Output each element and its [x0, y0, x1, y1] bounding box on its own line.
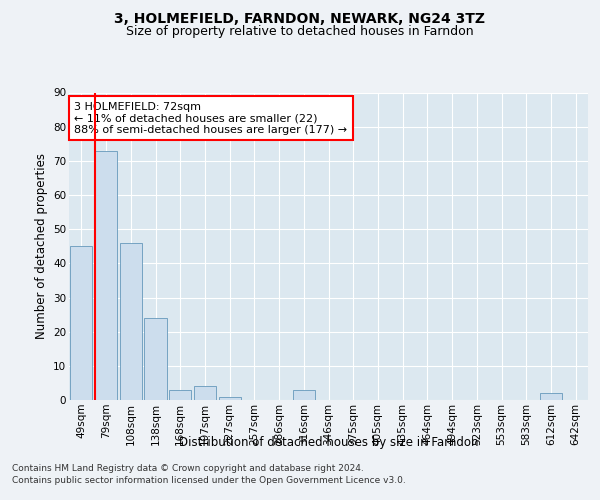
Bar — [218, 396, 241, 400]
Bar — [119, 243, 142, 400]
Bar — [540, 393, 562, 400]
Bar — [70, 246, 92, 400]
Y-axis label: Number of detached properties: Number of detached properties — [35, 153, 47, 339]
Text: Distribution of detached houses by size in Farndon: Distribution of detached houses by size … — [179, 436, 479, 449]
Bar — [194, 386, 216, 400]
Bar — [145, 318, 167, 400]
Text: 3, HOLMEFIELD, FARNDON, NEWARK, NG24 3TZ: 3, HOLMEFIELD, FARNDON, NEWARK, NG24 3TZ — [115, 12, 485, 26]
Text: Size of property relative to detached houses in Farndon: Size of property relative to detached ho… — [126, 24, 474, 38]
Bar — [95, 150, 117, 400]
Text: Contains public sector information licensed under the Open Government Licence v3: Contains public sector information licen… — [12, 476, 406, 485]
Bar — [293, 390, 315, 400]
Text: 3 HOLMEFIELD: 72sqm
← 11% of detached houses are smaller (22)
88% of semi-detach: 3 HOLMEFIELD: 72sqm ← 11% of detached ho… — [74, 102, 347, 135]
Text: Contains HM Land Registry data © Crown copyright and database right 2024.: Contains HM Land Registry data © Crown c… — [12, 464, 364, 473]
Bar — [169, 390, 191, 400]
